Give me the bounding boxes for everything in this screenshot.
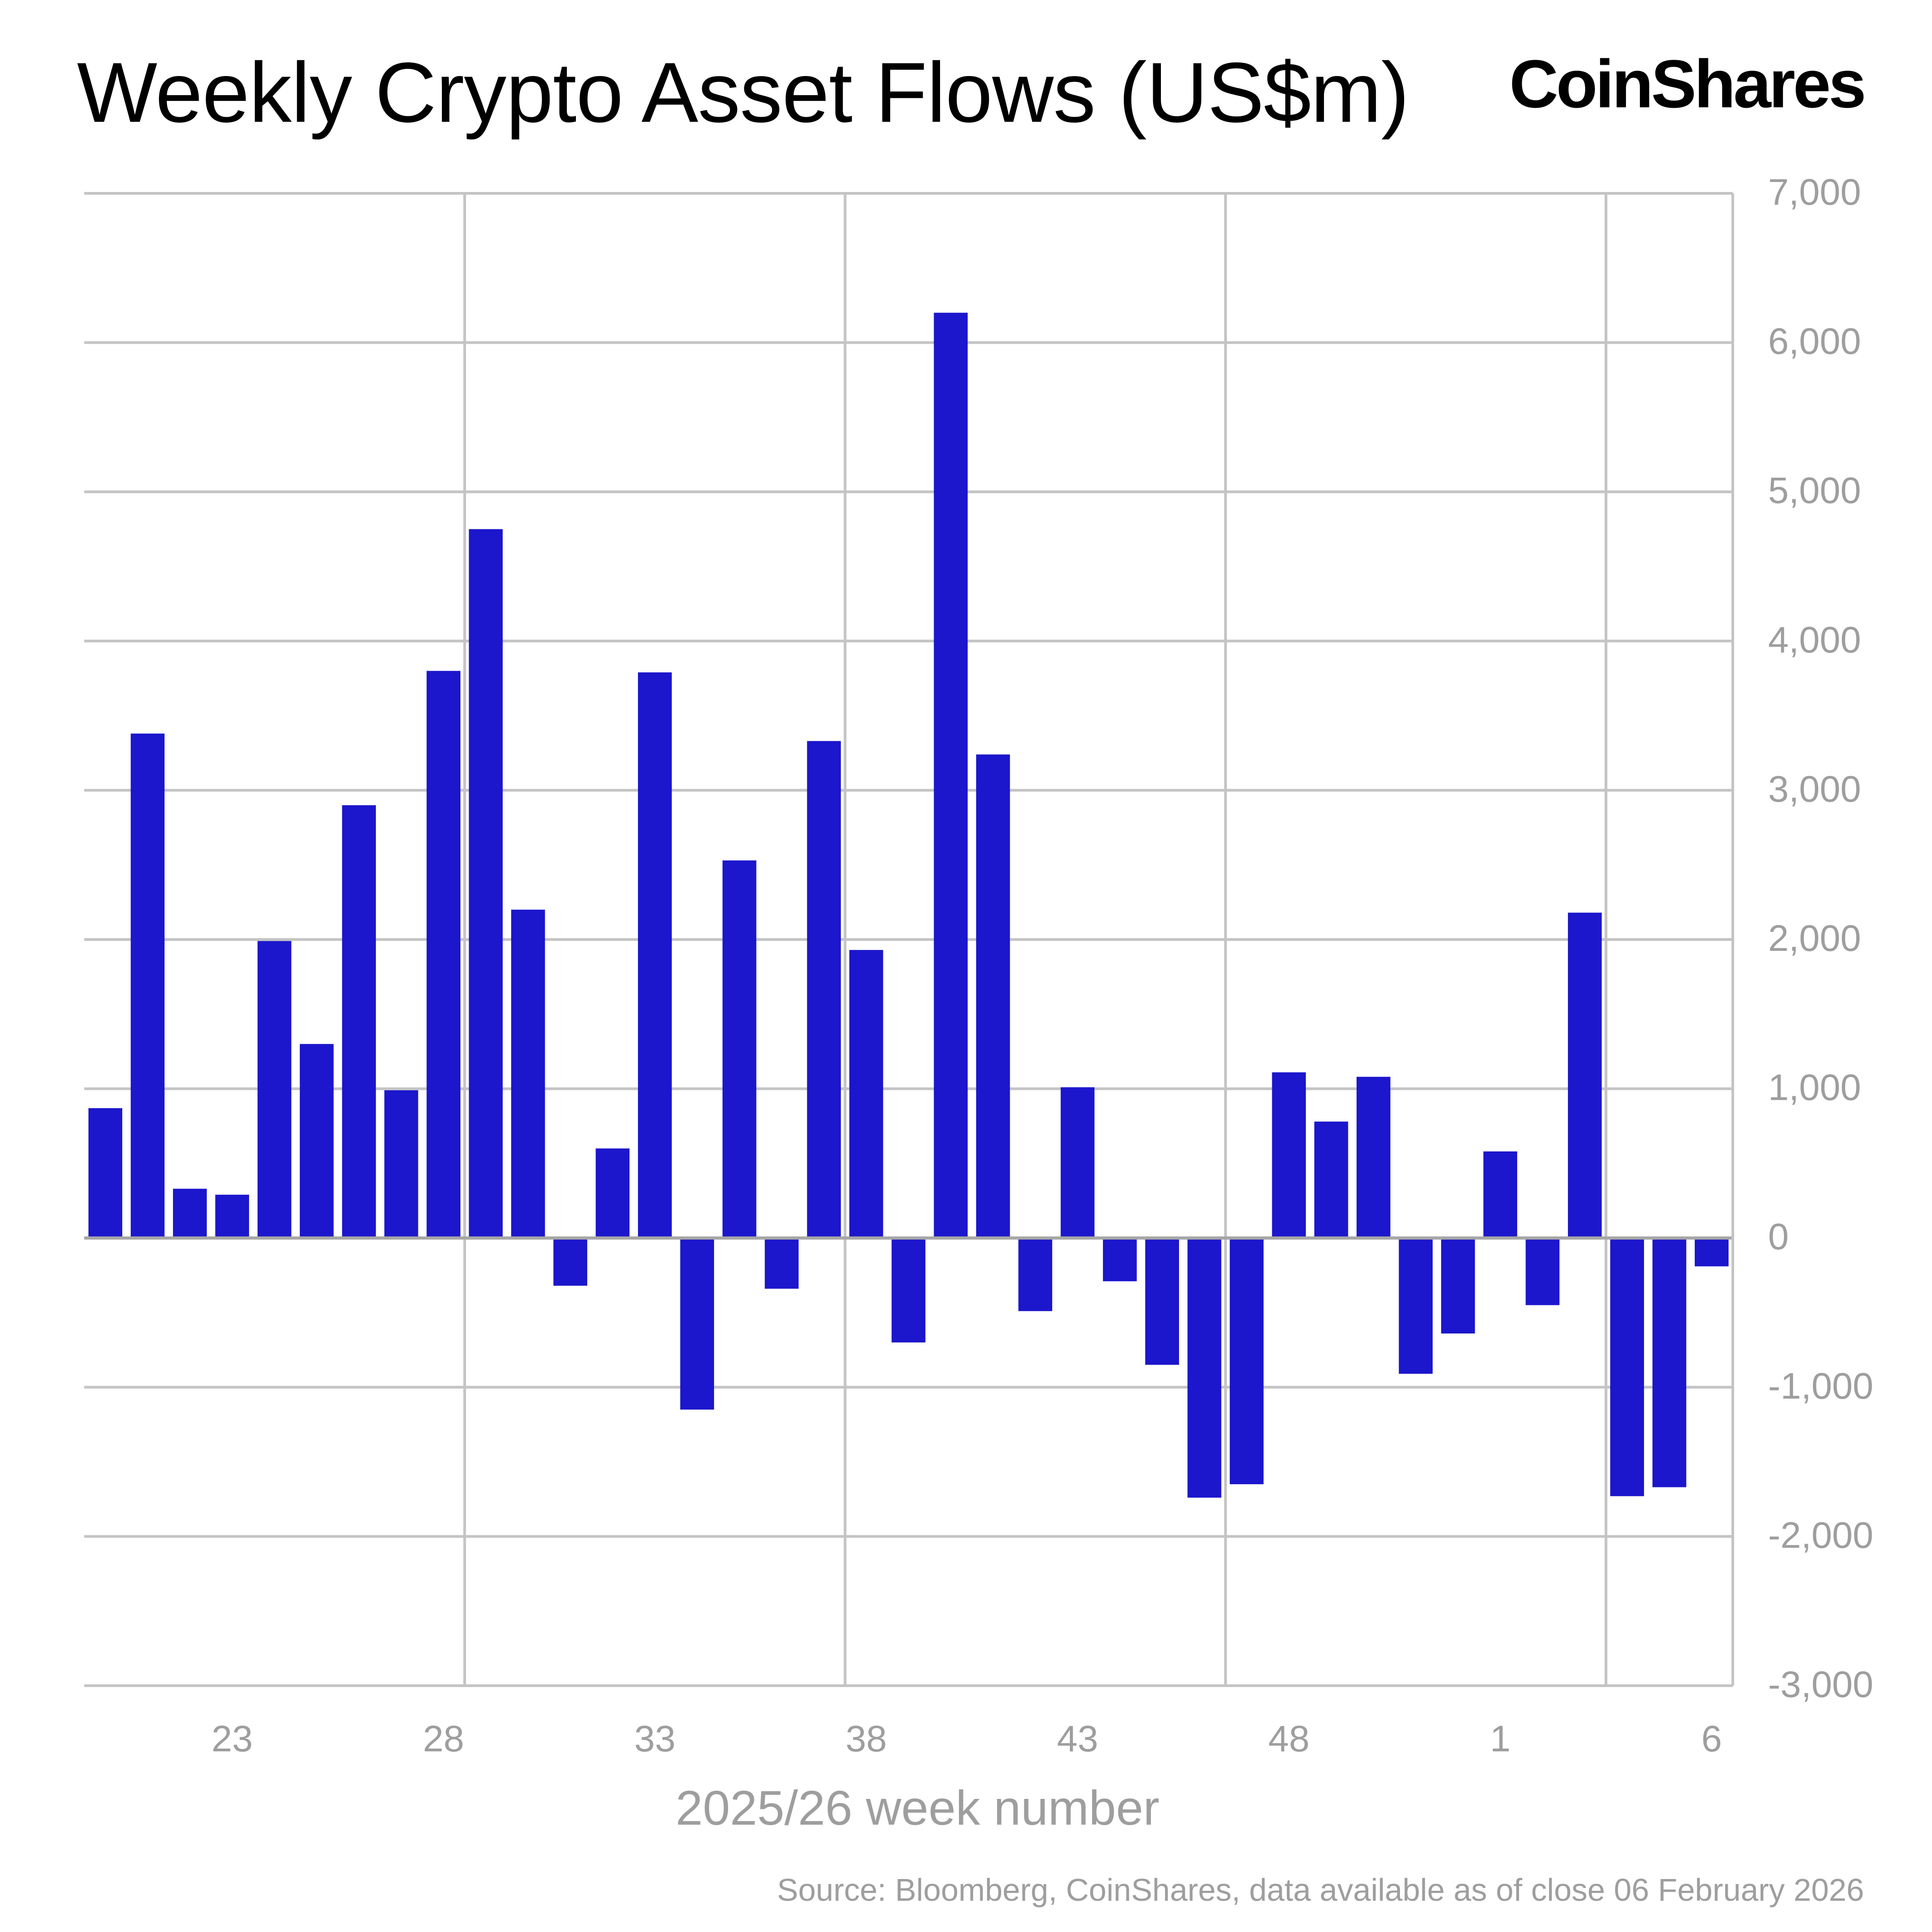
y-tick-label: 0 — [1768, 1216, 1789, 1257]
x-tick-label: 43 — [1057, 1718, 1098, 1759]
y-tick-label: 5,000 — [1768, 470, 1861, 511]
bar-week-39 — [892, 1238, 925, 1342]
x-tick-label: 38 — [846, 1718, 887, 1759]
x-tick-label: 48 — [1268, 1718, 1309, 1759]
bar-week-25 — [300, 1044, 334, 1238]
bar-week-28 — [427, 671, 460, 1238]
y-tick-label: -1,000 — [1768, 1366, 1874, 1407]
bar-week-27 — [384, 1090, 418, 1238]
bar-week-24 — [257, 941, 292, 1238]
bar-week-34 — [680, 1238, 714, 1410]
bar-week-30 — [511, 910, 545, 1238]
bar-week-26 — [342, 805, 376, 1238]
y-tick-label: 2,000 — [1768, 918, 1861, 959]
y-tick-label: -3,000 — [1768, 1664, 1874, 1705]
x-axis: 23 28 33 38 43 48 1 6 2025/26 week number — [211, 1718, 1722, 1835]
bar-week-52 — [1441, 1238, 1475, 1334]
bar-week-21 — [130, 733, 165, 1238]
bar-week-45 — [1145, 1238, 1179, 1365]
x-tick-label: 6 — [1702, 1718, 1722, 1759]
y-tick-label: 6,000 — [1768, 321, 1861, 362]
y-axis: -3,000 -2,000 -1,000 0 1,000 2,000 3,000 4,000 5… — [1731, 172, 1874, 1705]
bar-week-41 — [976, 754, 1010, 1238]
bar-week-29 — [469, 529, 503, 1238]
coinshares-logo: CoinShares — [1509, 46, 1866, 122]
bar-week-47 — [1230, 1238, 1264, 1485]
bar-week-5 — [1652, 1238, 1687, 1487]
y-tick-label: 3,000 — [1768, 768, 1861, 810]
x-tick-label: 33 — [634, 1718, 676, 1759]
bar-week-20 — [88, 1108, 123, 1238]
gridlines — [84, 192, 1733, 1687]
bar-week-2 — [1525, 1238, 1560, 1305]
chart-title: Weekly Crypto Asset Flows (US$m) — [77, 45, 1409, 140]
bar-week-37 — [807, 741, 841, 1238]
bars — [88, 312, 1729, 1498]
bar-week-22 — [173, 1189, 207, 1238]
bar-week-6 — [1694, 1238, 1729, 1266]
bar-week-42 — [1018, 1238, 1052, 1311]
y-tick-label: 7,000 — [1768, 172, 1861, 213]
x-tick-label: 23 — [211, 1718, 253, 1759]
bar-week-1 — [1483, 1151, 1517, 1238]
bar-week-4 — [1610, 1238, 1644, 1496]
x-tick-label: 28 — [423, 1718, 464, 1759]
bar-week-33 — [638, 672, 672, 1238]
bar-week-38 — [849, 950, 883, 1238]
y-tick-label: 4,000 — [1768, 619, 1861, 661]
bar-week-48 — [1272, 1072, 1306, 1238]
bar-week-40 — [934, 312, 968, 1238]
bar-week-3 — [1568, 912, 1602, 1238]
bar-week-44 — [1103, 1238, 1137, 1281]
y-tick-label: 1,000 — [1768, 1067, 1861, 1108]
y-tick-label: -2,000 — [1768, 1515, 1874, 1556]
bar-week-46 — [1187, 1238, 1222, 1498]
bar-week-36 — [765, 1238, 799, 1289]
bar-week-32 — [595, 1148, 630, 1238]
bar-week-43 — [1060, 1087, 1095, 1238]
bar-week-49 — [1314, 1122, 1348, 1238]
x-axis-title: 2025/26 week number — [676, 1780, 1160, 1835]
bar-week-50 — [1357, 1077, 1390, 1238]
bar-week-31 — [553, 1238, 587, 1286]
bar-week-35 — [722, 860, 757, 1238]
x-tick-label: 1 — [1490, 1718, 1511, 1759]
bar-week-23 — [215, 1194, 249, 1238]
bar-week-51 — [1399, 1238, 1433, 1374]
source-note: Source: Bloomberg, CoinShares, data avai… — [777, 1872, 1864, 1908]
